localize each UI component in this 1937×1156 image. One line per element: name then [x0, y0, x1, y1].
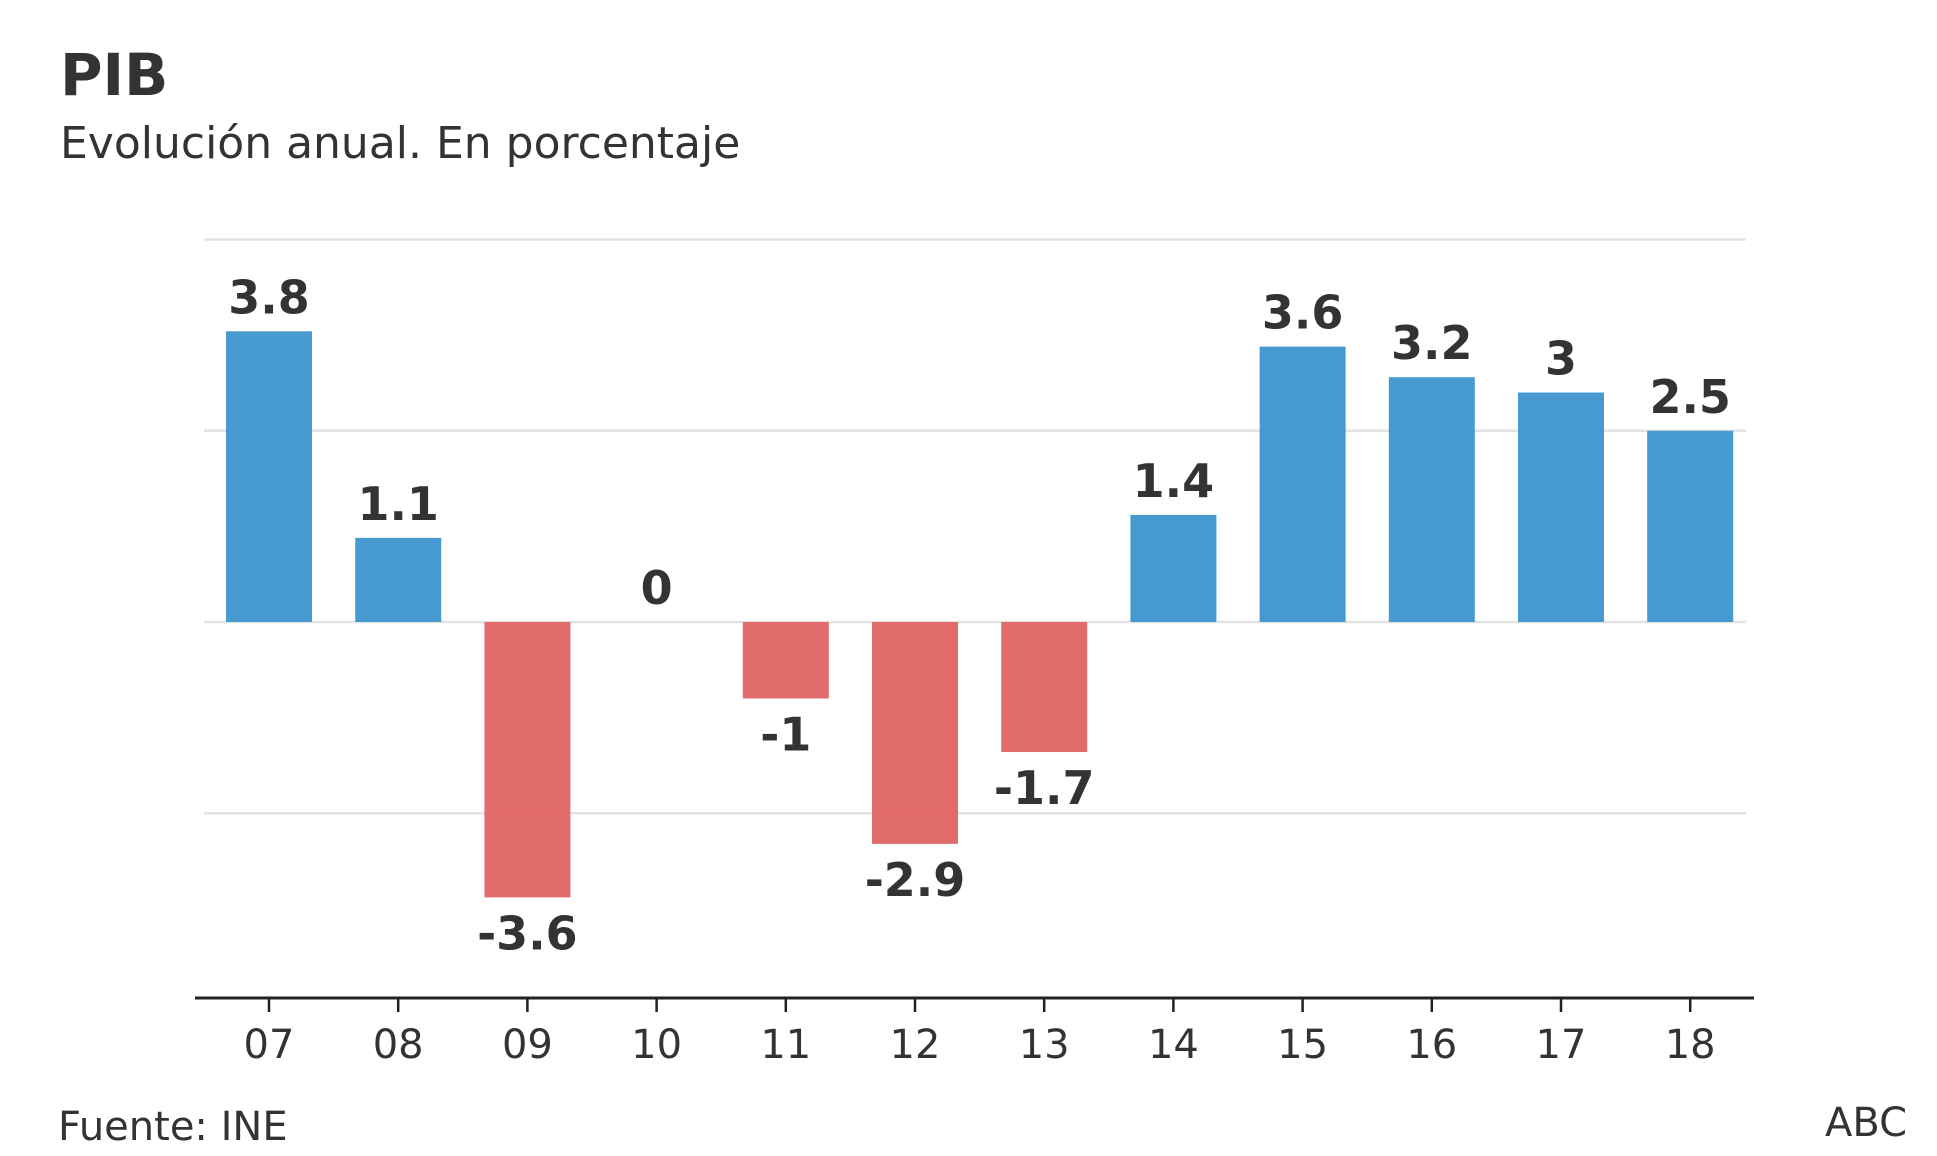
bar-value-label: 0 — [641, 561, 673, 615]
bar-value-label: 2.5 — [1649, 370, 1731, 424]
bar-09 — [484, 622, 571, 898]
bar-18 — [1647, 430, 1734, 622]
x-tick-label: 14 — [1148, 1022, 1199, 1068]
bar-value-labels: 3.8 1.1 -3.6 0 -1 -2.9 -1.7 1.4 3.6 3.2 3 2.5 — [228, 270, 1731, 960]
x-tick-label: 08 — [373, 1022, 424, 1068]
bar-08 — [355, 537, 442, 622]
bar-value-label: 1.4 — [1133, 454, 1215, 508]
bar-11 — [742, 622, 829, 699]
x-tick-label: 09 — [502, 1022, 553, 1068]
x-tick-label: 10 — [631, 1022, 682, 1068]
bar-14 — [1130, 514, 1217, 622]
x-tick-label: 17 — [1536, 1022, 1587, 1068]
bar-16 — [1388, 377, 1475, 622]
bar-13 — [1001, 622, 1088, 753]
bar-17 — [1518, 392, 1604, 622]
x-axis: 07 08 09 10 11 12 13 14 15 16 17 18 — [195, 996, 1754, 1068]
publisher-brand: ABC — [1824, 1100, 1907, 1146]
chart-subtitle: Evolución anual. En porcentaje — [60, 118, 741, 169]
x-tick-label: 12 — [890, 1022, 941, 1068]
x-tick-label: 16 — [1406, 1022, 1457, 1068]
x-tick-label: 18 — [1665, 1022, 1716, 1068]
x-tick-label: 15 — [1277, 1022, 1328, 1068]
bar-15 — [1259, 346, 1346, 622]
bar-value-label: -1 — [760, 708, 811, 762]
bar-value-label: 3.2 — [1391, 316, 1473, 370]
source-note: Fuente: INE — [58, 1104, 288, 1150]
bar-value-label: -2.9 — [865, 853, 966, 907]
gridlines — [204, 238, 1746, 815]
bar-value-label: 3.6 — [1262, 286, 1344, 340]
bar-value-label: 3 — [1545, 332, 1577, 386]
bar-value-label: -1.7 — [994, 761, 1095, 815]
chart-title: PIB — [60, 41, 169, 109]
x-tick-label: 11 — [760, 1022, 811, 1068]
bar-12 — [872, 622, 958, 844]
bar-07 — [226, 331, 312, 622]
bar-value-label: 3.8 — [228, 270, 310, 324]
bar-value-label: -3.6 — [477, 906, 578, 960]
bar-value-label: 1.1 — [357, 477, 439, 531]
x-tick-label: 07 — [244, 1022, 295, 1068]
bars — [226, 331, 1734, 898]
x-tick-label: 13 — [1019, 1022, 1070, 1068]
